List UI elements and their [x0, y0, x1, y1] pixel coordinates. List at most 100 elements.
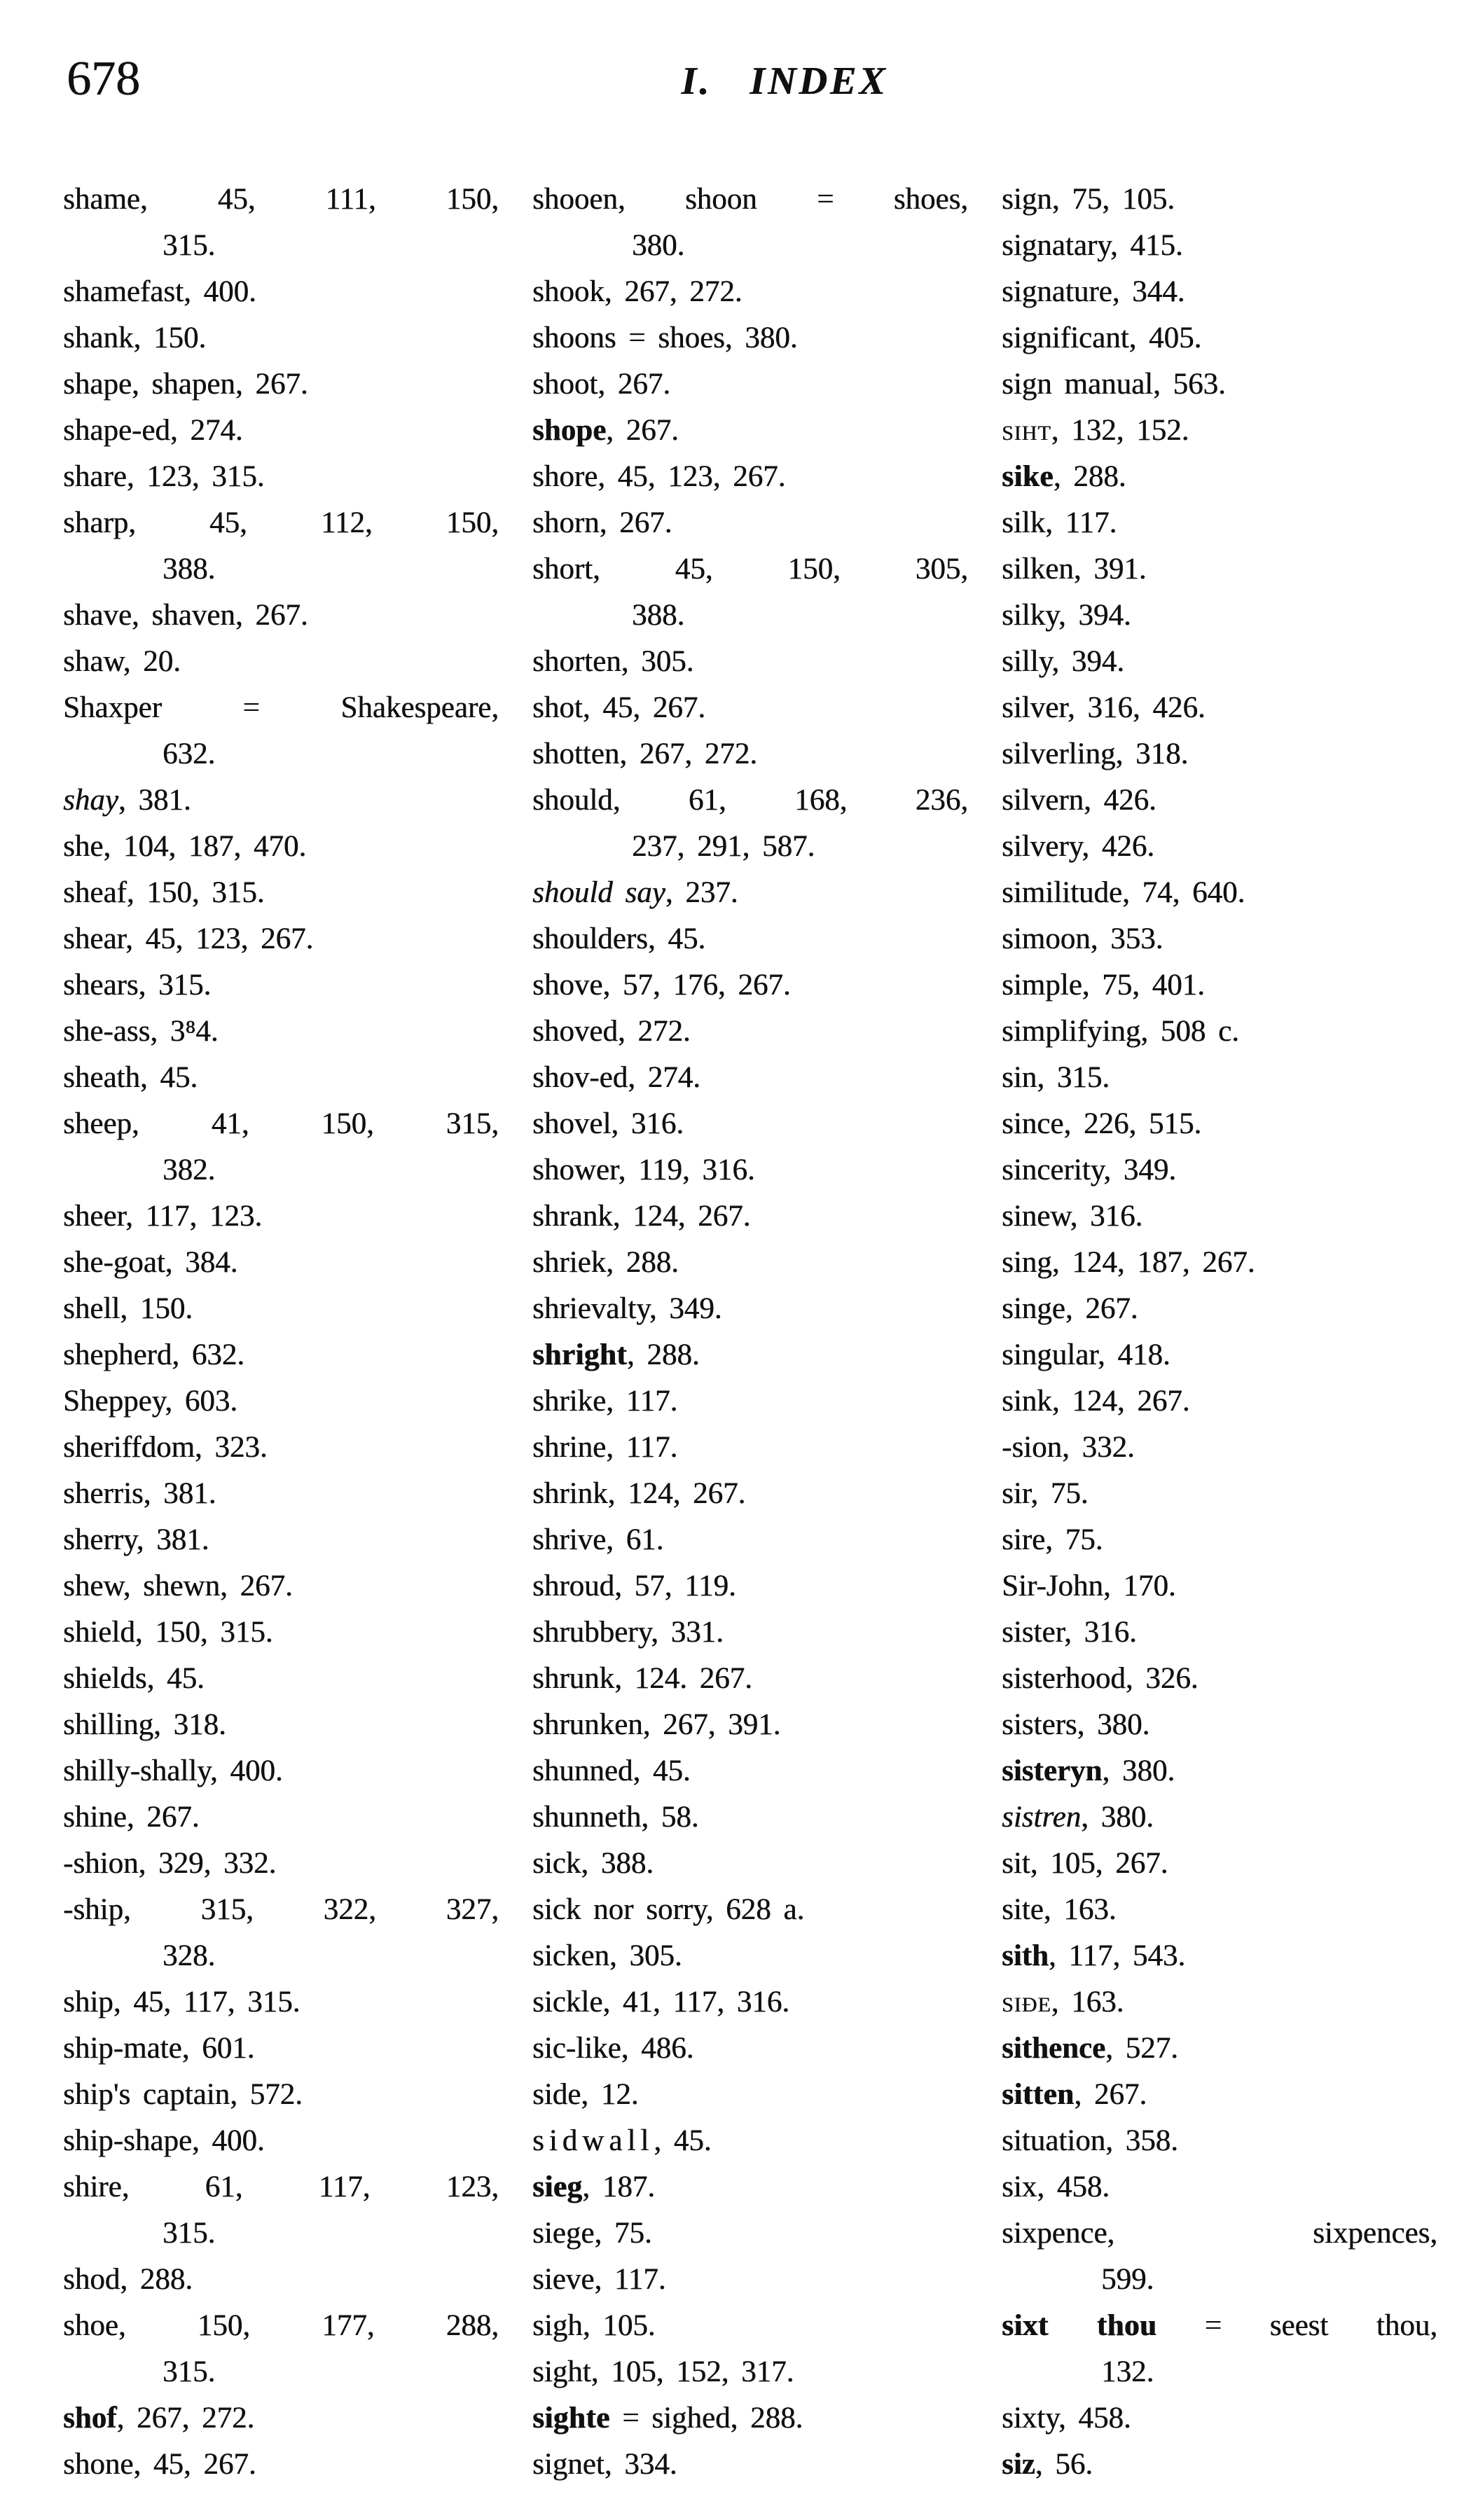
index-entry: shrive, 61.	[532, 1517, 968, 1563]
entry-refs: , 305.	[621, 645, 694, 678]
entry-refs: , 163.	[1043, 1893, 1117, 1926]
index-entry: should say, 237.	[532, 870, 968, 916]
entry-term: shright	[532, 1338, 627, 1371]
index-entry: shotten, 267, 272.	[532, 731, 968, 777]
index-entry: shame, 45, 111, 150, 315.	[63, 176, 499, 269]
index-entry: sick, 388.	[532, 1841, 968, 1887]
entry-term: shire	[63, 2171, 122, 2203]
index-entry: sistren, 380.	[1002, 1794, 1437, 1841]
index-entry: sheer, 117, 123.	[63, 1193, 499, 1240]
index-entry: shunneth, 58.	[532, 1794, 968, 1841]
entry-refs: , 45, 123, 267.	[598, 460, 786, 493]
index-entry: shields, 45.	[63, 1656, 499, 1702]
entry-refs: , 405.	[1128, 321, 1202, 354]
entry-refs: , 124, 267.	[1051, 1385, 1190, 1418]
entry-term: sit	[1002, 1847, 1030, 1880]
entry-refs: , 349.	[649, 1292, 722, 1325]
index-entry: shovel, 316.	[532, 1101, 968, 1147]
entry-refs: , 58.	[641, 1801, 699, 1834]
index-entry: shave, shaven, 267.	[63, 593, 499, 639]
entry-refs: , 237.	[665, 876, 738, 909]
index-entry: silver, 316, 426.	[1002, 685, 1437, 731]
entry-term: sin	[1002, 1061, 1037, 1094]
entry-refs: , 305.	[609, 1939, 682, 1972]
entry-refs: , 45, 112, 150,	[128, 506, 499, 539]
index-entry: situation, 358.	[1002, 2118, 1437, 2164]
index-entry: sheath, 45.	[63, 1055, 499, 1101]
entry-term: sixty	[1002, 2402, 1058, 2435]
entry-refs: , 272.	[617, 1015, 691, 1048]
entry-refs: , 267, 391.	[642, 1708, 781, 1741]
entry-term: shoons = shoes	[532, 321, 725, 354]
entry-refs: , 75, 401.	[1082, 969, 1205, 1002]
entry-continuation: 388.	[163, 553, 216, 586]
index-entry: sidwall, 45.	[532, 2118, 968, 2164]
entry-term: signatary	[1002, 229, 1110, 262]
entry-term: silky	[1002, 599, 1058, 632]
index-entry: should, 61, 168, 236, 237, 291, 587.	[532, 777, 968, 870]
entry-term: shof	[63, 2402, 117, 2435]
entry-term: sic-like	[532, 2032, 621, 2065]
index-entry: shore, 45, 123, 267.	[532, 454, 968, 500]
index-entry: -ship, 315, 322, 327, 328.	[63, 1887, 499, 1979]
entry-term: shunneth	[532, 1801, 642, 1834]
entry-refs: , 117.	[606, 1385, 678, 1418]
entry-refs: , 61, 117, 123,	[121, 2171, 499, 2203]
index-entry: Shaxper = Shakespeare, 632.	[63, 685, 499, 777]
page-number: 678	[67, 52, 140, 106]
entry-term: shame	[63, 183, 140, 216]
entry-refs: , 527.	[1105, 2032, 1178, 2065]
index-entry: silken, 391.	[1002, 546, 1437, 593]
entry-term: simple	[1002, 969, 1082, 1002]
entry-term: silver	[1002, 691, 1068, 724]
entry-continuation: 328.	[163, 1939, 216, 1972]
entry-refs: , 124. 267.	[614, 1662, 752, 1695]
entry-refs: , 105, 152, 317.	[591, 2355, 794, 2388]
index-entry: shorn, 267.	[532, 500, 968, 546]
entry-term: silvery	[1002, 830, 1082, 863]
index-entry: sign manual, 563.	[1002, 361, 1437, 408]
entry-refs: , 267.	[235, 599, 308, 632]
index-entry: silverling, 318.	[1002, 731, 1437, 777]
entry-continuation: 380.	[632, 229, 685, 262]
entry-term: sheaf	[63, 876, 127, 909]
index-entry: sherris, 381.	[63, 1471, 499, 1517]
index-entry: singular, 418.	[1002, 1332, 1437, 1378]
entry-term: ship-shape	[63, 2124, 192, 2157]
index-entry: shell, 150.	[63, 1286, 499, 1332]
index-entry: sigh, 105.	[532, 2303, 968, 2349]
entry-refs: , 150, 177, 288,	[118, 2309, 499, 2342]
entry-refs: , 394.	[1058, 599, 1131, 632]
index-entry: shod, 288.	[63, 2257, 499, 2303]
entry-term: sheriffdom	[63, 1431, 195, 1464]
entry-term: since	[1002, 1107, 1064, 1140]
entry-refs: , 316, 426.	[1067, 691, 1206, 724]
entry-refs: , 56.	[1035, 2448, 1093, 2481]
entry-term: sire	[1002, 1523, 1046, 1556]
entry-refs: , 323.	[194, 1431, 268, 1464]
index-entry: shright, 288.	[532, 1332, 968, 1378]
entry-refs: , 117.	[1045, 506, 1117, 539]
index-entry: shroud, 57, 119.	[532, 1563, 968, 1609]
index-entry: sink, 124, 267.	[1002, 1378, 1437, 1425]
entry-refs: , 508 c.	[1140, 1015, 1239, 1048]
entry-refs: , 315.	[1037, 1061, 1110, 1094]
entry-refs: , 458.	[1037, 2171, 1110, 2203]
entry-refs: , 75.	[1030, 1477, 1089, 1510]
index-entry: shrievalty, 349.	[532, 1286, 968, 1332]
entry-refs: , 45, 267.	[133, 2448, 256, 2481]
index-entry: sieve, 117.	[532, 2257, 968, 2303]
index-entry: shone, 45, 267.	[63, 2442, 499, 2488]
entry-refs: , 329, 332.	[138, 1847, 277, 1880]
index-entry: sisteryn, 380.	[1002, 1748, 1437, 1794]
entry-continuation: 599.	[1101, 2263, 1154, 2296]
entry-term: shove	[532, 969, 603, 1002]
entry-term: sisteryn	[1002, 1754, 1103, 1787]
entry-term: shape, shapen	[63, 368, 235, 401]
index-entry: Sir-John, 170.	[1002, 1563, 1437, 1609]
entry-term: siht	[1002, 414, 1051, 447]
entry-refs: ,	[960, 183, 968, 216]
entry-term: Sir-John	[1002, 1570, 1103, 1602]
entry-term: sink	[1002, 1385, 1052, 1418]
entry-term: sixt thou	[1002, 2309, 1157, 2342]
